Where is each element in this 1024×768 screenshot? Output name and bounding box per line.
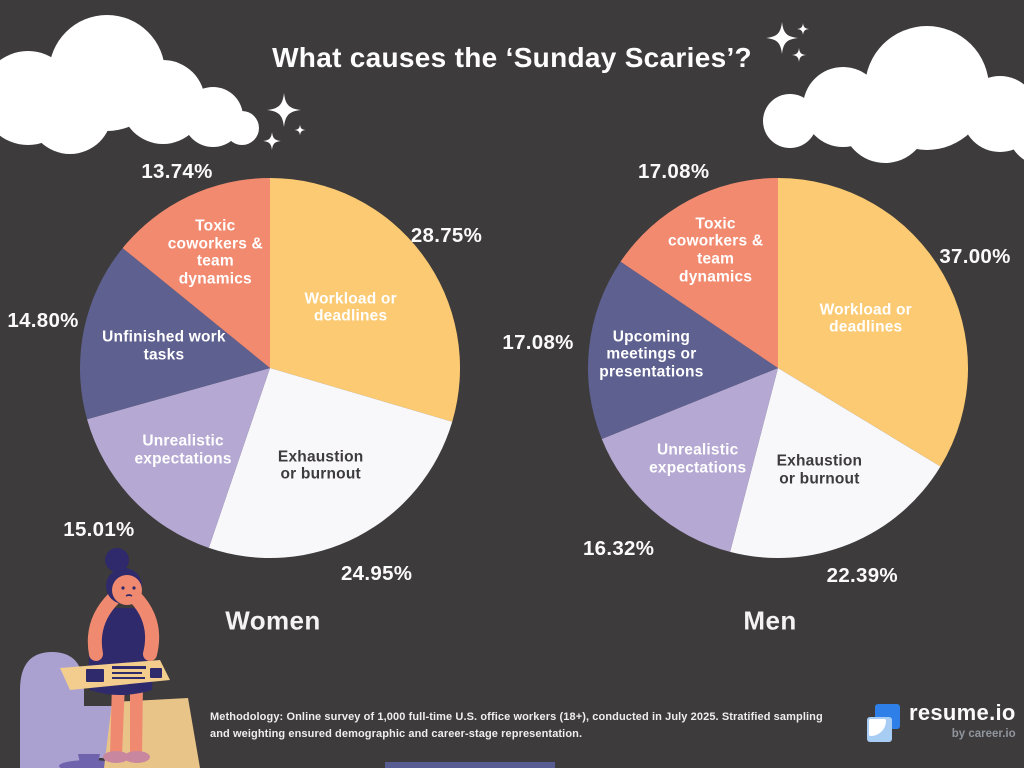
pie-percent-label-upcoming-meetings-or-presentations: 17.08% <box>502 330 574 354</box>
pie-percent-label-unrealistic-expectations: 15.01% <box>63 517 135 541</box>
chart-group-label-men: Men <box>743 605 797 636</box>
methodology-note: Methodology: Online survey of 1,000 full… <box>210 711 823 741</box>
pie-slice-label-unrealistic-expectations: Unrealistic expectations <box>134 432 232 468</box>
logo-brand-text: resume.io <box>909 700 1016 725</box>
resume-io-logo: resume.io by career.io <box>866 700 1016 745</box>
pie-slice-label-workload-or-deadlines: Workload or deadlines <box>819 300 912 336</box>
table-edge-shape <box>385 762 555 768</box>
logo-byline-text: by career.io <box>951 728 1016 741</box>
pie-percent-label-unrealistic-expectations: 16.32% <box>582 537 655 561</box>
pie-percent-label-toxic-coworkers-team-dynamics: 17.08% <box>638 159 710 183</box>
pie-percent-label-exhaustion-or-burnout: 22.39% <box>826 563 898 587</box>
chart-group-label-women: Women <box>225 605 321 636</box>
pie-slice-label-toxic-coworkers-team-dynamics: Toxic coworkers & team dynamics <box>167 217 263 288</box>
pie-slice-unrealistic-expectations <box>601 368 778 552</box>
pie-slice-unrealistic-expectations <box>87 368 270 548</box>
pie-slice-workload-or-deadlines <box>270 178 460 422</box>
pie-slice-label-unfinished-work-tasks: Unfinished work tasks <box>102 328 226 363</box>
pie-slice-exhaustion-or-burnout <box>730 368 941 558</box>
pie-slice-label-unrealistic-expectations: Unrealistic expectations <box>649 441 747 477</box>
pie-slice-label-upcoming-meetings-or-presentations: Upcoming meetings or presentations <box>599 328 704 381</box>
pie-slice-label-exhaustion-or-burnout: Exhaustion or burnout <box>277 448 364 483</box>
pie-percent-label-unfinished-work-tasks: 14.80% <box>7 308 79 332</box>
pie-slice-upcoming-meetings-or-presentations <box>588 261 778 439</box>
pie-slice-toxic-coworkers-team-dynamics <box>620 178 778 368</box>
pie-slice-workload-or-deadlines <box>778 178 968 467</box>
page-title: What causes the ‘Sunday Scaries’? <box>272 42 752 73</box>
pie-percent-label-workload-or-deadlines: 37.00% <box>939 245 1011 269</box>
resume-io-logo-icon <box>866 701 902 745</box>
pie-percent-label-workload-or-deadlines: 28.75% <box>410 224 483 248</box>
pie-slice-toxic-coworkers-team-dynamics <box>122 178 270 368</box>
pie-slice-label-toxic-coworkers-team-dynamics: Toxic coworkers & team dynamics <box>667 215 764 286</box>
pie-chart-men: Workload or deadlines 37.00% Exhaustion or… <box>468 58 1024 678</box>
pie-slice-label-workload-or-deadlines: Workload or deadlines <box>304 290 397 325</box>
pie-slice-unfinished-work-tasks <box>80 248 270 420</box>
pie-slice-exhaustion-or-burnout <box>208 368 453 558</box>
pie-slice-label-exhaustion-or-burnout: Exhaustion or burnout <box>776 452 863 488</box>
pie-chart-women: Workload or deadlines 28.75% Exhaustion or… <box>0 58 580 678</box>
pie-percent-label-toxic-coworkers-team-dynamics: 13.74% <box>141 160 213 184</box>
pie-percent-label-exhaustion-or-burnout: 24.95% <box>340 561 413 585</box>
